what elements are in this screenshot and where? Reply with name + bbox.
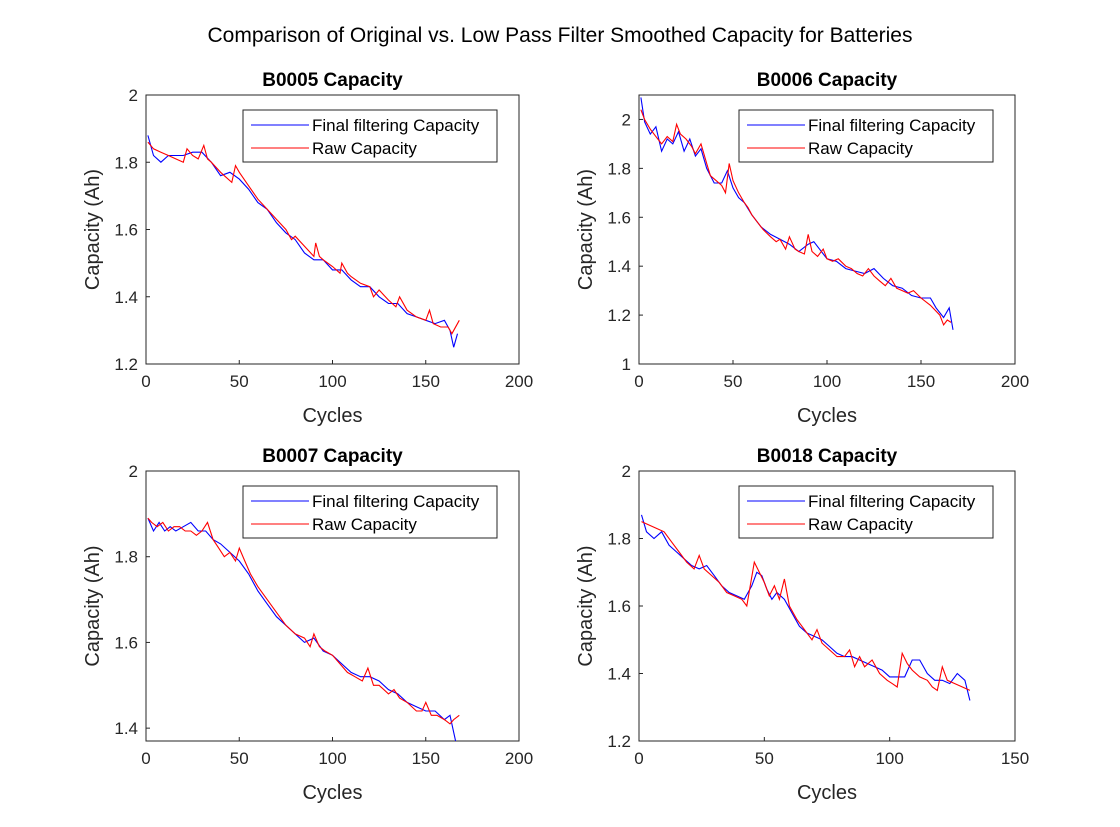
series-line-raw [641,521,971,692]
legend: Final filtering Capacity Raw Capacity [242,485,498,539]
legend-box [242,109,498,163]
series-line-raw [147,517,460,725]
y-axis-label: Capacity (Ah) [82,545,104,666]
y-axis-label: Capacity (Ah) [575,169,597,290]
x-tick-label: 100 [813,372,841,391]
subplot-title: B0005 Capacity [262,70,403,91]
y-tick-label: 1.6 [607,208,631,227]
x-tick-label: 0 [634,749,643,768]
y-tick-label: 1.6 [607,597,631,616]
series-line-raw [640,109,952,327]
y-axis-label: Capacity (Ah) [82,169,104,290]
x-tick-label: 0 [141,749,150,768]
legend-label: Final filtering Capacity [312,492,480,511]
legend: Final filtering Capacity Raw Capacity [242,109,498,163]
y-tick-label: 2 [129,462,138,481]
x-tick-label: 100 [318,749,346,768]
subplot-title: B0006 Capacity [757,70,898,91]
x-tick-label: 100 [875,749,903,768]
x-tick-label: 50 [230,372,249,391]
legend-label: Raw Capacity [808,139,913,158]
subplot-3: 0 50 100 150 200 1.4 1.6 1.8 2 B0007 Capacity Cycl… [82,446,533,804]
series-line-filtered [640,97,954,330]
legend-label: Raw Capacity [808,515,913,534]
y-tick-label: 1.8 [114,548,138,567]
subplot-title: B0007 Capacity [262,446,403,467]
x-tick-label: 100 [318,372,346,391]
y-tick-label: 1.2 [114,355,138,374]
subplot-title: B0018 Capacity [757,446,898,467]
x-axis-label: Cycles [797,782,857,804]
x-tick-label: 0 [141,372,150,391]
y-tick-label: 1.8 [114,153,138,172]
y-tick-label: 1.4 [114,719,138,738]
legend-box [738,485,994,539]
x-tick-label: 50 [755,749,774,768]
y-tick-label: 1 [622,355,631,374]
x-tick-label: 200 [1001,372,1029,391]
x-tick-label: 200 [505,372,533,391]
x-tick-label: 0 [634,372,643,391]
legend-label: Final filtering Capacity [312,116,480,135]
y-tick-label: 2 [622,462,631,481]
subplot-2: 0 50 100 150 200 1 1.2 1.4 1.6 1.8 2 B0006 Capacity… [575,70,1029,427]
y-tick-label: 1.4 [607,665,631,684]
y-tick-label: 1.2 [607,732,631,751]
legend: Final filtering Capacity Raw Capacity [738,485,994,539]
x-tick-label: 150 [412,372,440,391]
legend-label: Final filtering Capacity [808,116,976,135]
y-axis-label: Capacity (Ah) [575,545,597,666]
y-tick-label: 1.4 [607,257,631,276]
legend-box [738,109,994,163]
legend-label: Final filtering Capacity [808,492,976,511]
subplot-1: 0 50 100 150 200 1.2 1.4 1.6 1.8 2 B0005 Capacity C… [82,70,533,427]
x-axis-label: Cycles [797,405,857,427]
y-tick-label: 1.8 [607,159,631,178]
x-tick-label: 150 [907,372,935,391]
y-tick-label: 1.2 [607,306,631,325]
y-tick-label: 1.6 [114,633,138,652]
y-tick-label: 2 [622,110,631,129]
x-tick-label: 200 [505,749,533,768]
x-tick-label: 50 [724,372,743,391]
y-tick-label: 1.8 [607,530,631,549]
series-line-filtered [640,514,971,701]
legend-label: Raw Capacity [312,139,417,158]
x-tick-label: 150 [412,749,440,768]
legend-box [242,485,498,539]
x-axis-label: Cycles [302,782,362,804]
legend-label: Raw Capacity [312,515,417,534]
y-tick-label: 1.6 [114,221,138,240]
y-tick-label: 2 [129,86,138,105]
y-tick-label: 1.4 [114,288,138,307]
x-tick-label: 150 [1001,749,1029,768]
legend: Final filtering Capacity Raw Capacity [738,109,994,163]
figure-title: Comparison of Original vs. Low Pass Filt… [207,24,913,47]
subplot-4: 0 50 100 150 1.2 1.4 1.6 1.8 2 B0018 Capacity Cycl… [575,446,1029,804]
x-axis-label: Cycles [302,405,362,427]
x-tick-label: 50 [230,749,249,768]
series-line-raw [147,141,460,335]
